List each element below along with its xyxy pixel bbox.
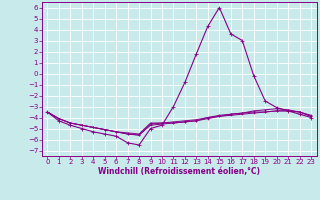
X-axis label: Windchill (Refroidissement éolien,°C): Windchill (Refroidissement éolien,°C) [98,167,260,176]
